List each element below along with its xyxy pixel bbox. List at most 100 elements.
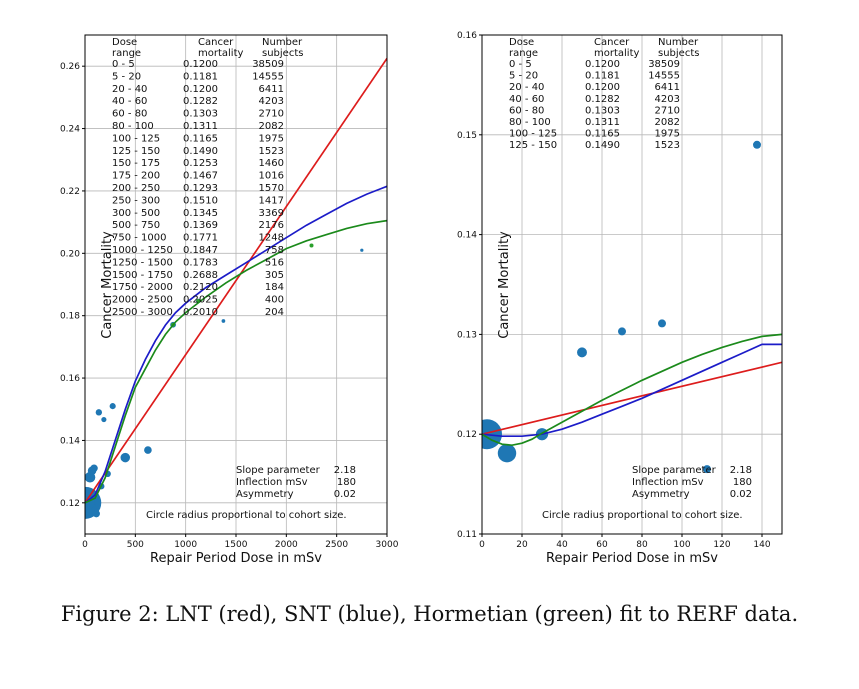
table-cell: 125 - 150 bbox=[509, 140, 557, 151]
curve-lnt bbox=[482, 361, 782, 436]
x-axis-label: Repair Period Dose in mSv bbox=[150, 551, 322, 566]
table-cell: 2082 bbox=[259, 121, 284, 132]
chart-left: 0 500 1000 1500 2000 2500 3000 0.12 0.14 0.16 0.18… bbox=[60, 34, 399, 566]
table-cell: 0.1282 bbox=[183, 96, 218, 107]
y-axis-label: Cancer Mortality bbox=[497, 231, 512, 339]
table-cell: 0.1200 bbox=[183, 59, 218, 70]
data-point bbox=[618, 327, 626, 336]
x-tick-label: 500 bbox=[127, 540, 144, 550]
table-cell: 0.1311 bbox=[183, 121, 218, 132]
plot-frame bbox=[481, 34, 783, 535]
y-tick-label: 0.26 bbox=[60, 62, 80, 72]
table-cell: 0.1165 bbox=[585, 129, 620, 140]
table-cell: 1016 bbox=[259, 171, 284, 182]
x-tick-label: 100 bbox=[673, 540, 690, 550]
table-header: range bbox=[509, 48, 538, 59]
table-cell: 4203 bbox=[655, 94, 680, 105]
param-value: 0.02 bbox=[334, 489, 356, 500]
table-cell: 0.1783 bbox=[183, 257, 218, 268]
table-cell: 1250 - 1500 bbox=[112, 257, 173, 268]
x-tick-label: 2000 bbox=[275, 540, 298, 550]
y-tick-label: 0.12 bbox=[457, 430, 477, 440]
table-cell: 0.1467 bbox=[183, 171, 218, 182]
data-point bbox=[753, 140, 761, 149]
table-cell: 2000 - 2500 bbox=[112, 295, 173, 306]
data-point bbox=[497, 443, 517, 463]
table-header: mortality bbox=[198, 48, 243, 59]
table-cell: 0.1253 bbox=[183, 158, 218, 169]
table-cell: 0 - 5 bbox=[112, 59, 135, 70]
table-cell: 6411 bbox=[259, 84, 284, 95]
table-header: subjects bbox=[262, 48, 303, 59]
data-point bbox=[144, 446, 152, 454]
figure: 0 500 1000 1500 2000 2500 30000.120.140.160.18… bbox=[60, 31, 783, 566]
param-label: Asymmetry bbox=[236, 489, 294, 500]
y-tick-label: 0.14 bbox=[457, 231, 477, 241]
curve-hormetian bbox=[482, 333, 782, 447]
plot-area bbox=[482, 140, 782, 474]
table-cell: 0.1490 bbox=[183, 146, 218, 157]
table-cell: 0.1200 bbox=[183, 84, 218, 95]
x-tick-label: 0 bbox=[82, 540, 88, 550]
table-cell: 0.2025 bbox=[183, 295, 218, 306]
table-header: Dose bbox=[112, 37, 137, 48]
table-cell: 1975 bbox=[259, 133, 284, 144]
data-point-green bbox=[309, 243, 314, 248]
table-cell: 750 - 1000 bbox=[112, 233, 167, 244]
table-cell: 0.1510 bbox=[183, 195, 218, 206]
data-point bbox=[101, 416, 107, 423]
table-cell: 1570 bbox=[259, 183, 284, 194]
table-header: range bbox=[112, 48, 141, 59]
param-label: Inflection mSv bbox=[236, 477, 308, 488]
table-cell: 2500 - 3000 bbox=[112, 307, 173, 318]
table-cell: 0.1293 bbox=[183, 183, 218, 194]
table-cell: 0.1369 bbox=[183, 220, 218, 231]
table-cell: 1500 - 1750 bbox=[112, 270, 173, 281]
table-cell: 1460 bbox=[259, 158, 284, 169]
y-tick-label: 0.15 bbox=[457, 131, 477, 141]
table-cell: 516 bbox=[265, 257, 284, 268]
y-axis-label: Cancer Mortality bbox=[100, 231, 115, 339]
circle-note: Circle radius proportional to cohort siz… bbox=[542, 510, 743, 521]
table-cell: 0.1303 bbox=[183, 109, 218, 120]
param-label: Slope parameter bbox=[632, 465, 717, 476]
x-tick-label: 140 bbox=[753, 540, 770, 550]
table-cell: 0.1200 bbox=[585, 82, 620, 93]
table-cell: 80 - 100 bbox=[112, 121, 154, 132]
table-cell: 2710 bbox=[259, 109, 284, 120]
curve-snt bbox=[85, 185, 387, 504]
table-cell: 200 - 250 bbox=[112, 183, 160, 194]
param-label: Slope parameter bbox=[236, 465, 321, 476]
table-cell: 305 bbox=[265, 270, 284, 281]
table-cell: 1750 - 2000 bbox=[112, 282, 173, 293]
table-cell: 0.1771 bbox=[183, 233, 218, 244]
table-cell: 1975 bbox=[655, 129, 680, 140]
table-cell: 250 - 300 bbox=[112, 195, 160, 206]
table-cell: 3369 bbox=[259, 208, 284, 219]
x-tick-label: 20 bbox=[516, 540, 528, 550]
table-cell: 400 bbox=[265, 295, 284, 306]
x-tick-label: 0 bbox=[479, 540, 485, 550]
y-tick-label: 0.16 bbox=[60, 374, 80, 384]
x-tick-label: 80 bbox=[636, 540, 648, 550]
table-cell: 60 - 80 bbox=[509, 105, 544, 116]
table-cell: 0.1303 bbox=[585, 105, 620, 116]
table-cell: 38509 bbox=[252, 59, 284, 70]
table-cell: 0.1165 bbox=[183, 133, 218, 144]
table-cell: 40 - 60 bbox=[509, 94, 544, 105]
data-point bbox=[577, 347, 587, 358]
table-cell: 0.2688 bbox=[183, 270, 218, 281]
y-tick-label: 0.22 bbox=[60, 187, 80, 197]
table-cell: 204 bbox=[265, 307, 284, 318]
y-tick-label: 0.11 bbox=[457, 530, 477, 540]
x-tick-label: 1500 bbox=[225, 540, 248, 550]
table-cell: 2710 bbox=[655, 105, 680, 116]
param-label: Inflection mSv bbox=[632, 477, 704, 488]
data-point bbox=[703, 465, 711, 474]
table-cell: 300 - 500 bbox=[112, 208, 160, 219]
curve-hormetian bbox=[85, 219, 387, 504]
table-cell: 14555 bbox=[648, 71, 680, 82]
table-cell: 100 - 125 bbox=[112, 133, 160, 144]
table-cell: 38509 bbox=[648, 59, 680, 70]
